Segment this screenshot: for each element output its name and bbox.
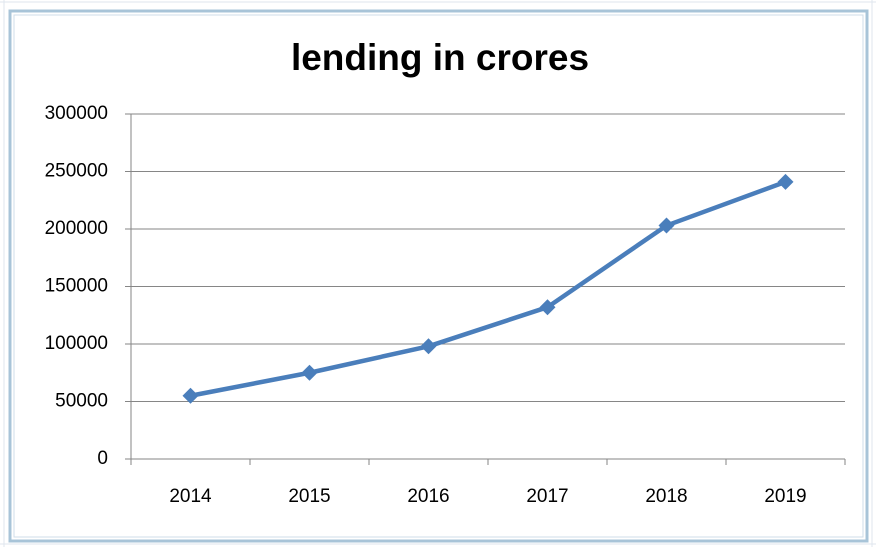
- y-tick-label: 200000: [45, 218, 108, 239]
- y-tick-label: 150000: [45, 276, 108, 297]
- y-tick-label: 0: [97, 448, 108, 469]
- data-line: [190, 179, 787, 398]
- y-tick-label: 50000: [55, 391, 108, 412]
- data-marker: [658, 217, 675, 234]
- x-tick-label: 2014: [169, 486, 212, 507]
- chart-title: lending in crores: [291, 37, 589, 78]
- data-marker: [301, 364, 318, 381]
- x-tick-label: 2015: [288, 486, 330, 507]
- x-tick-label: 2018: [645, 486, 687, 507]
- data-marker: [420, 338, 437, 355]
- chart-area: [13, 14, 864, 538]
- x-tick-label: 2019: [764, 486, 806, 507]
- y-tick-label: 100000: [45, 333, 108, 354]
- x-tick-label: 2017: [526, 486, 568, 507]
- data-marker: [777, 173, 794, 190]
- data-marker: [539, 299, 556, 316]
- data-marker: [182, 387, 199, 404]
- y-tick-label: 250000: [45, 161, 108, 182]
- y-tick-label: 300000: [45, 103, 108, 124]
- x-tick-label: 2016: [407, 486, 449, 507]
